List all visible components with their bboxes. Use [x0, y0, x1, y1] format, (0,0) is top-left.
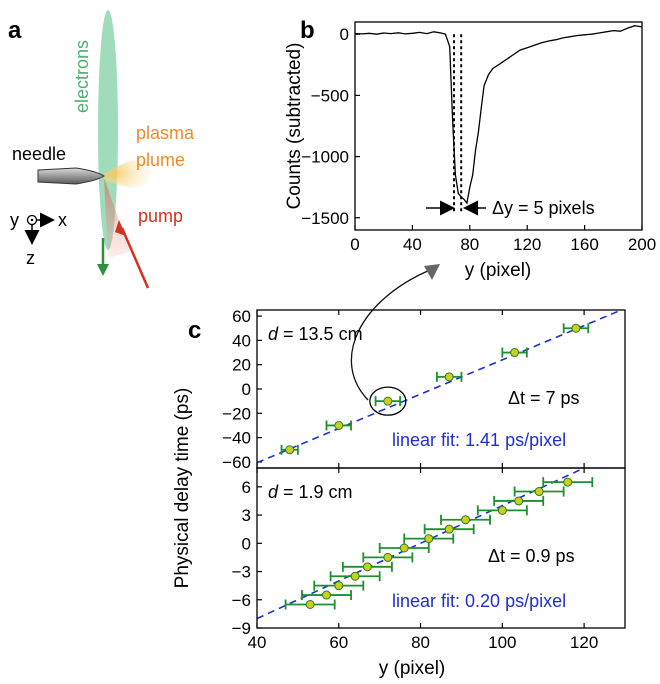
b-frame [354, 21, 643, 231]
electron-direction-head [97, 264, 109, 276]
c-bottom-fit-label: linear fit: 0.20 ps/pixel [392, 591, 566, 611]
c-bottom-data-point [399, 543, 409, 553]
c-bottom-d-label: d = 1.9 cm [268, 482, 353, 502]
c-bottom-dt-label: Δt = 0.9 ps [488, 546, 575, 566]
c-bottom-xtick-label: 40 [248, 633, 267, 652]
needle-shape [37, 167, 105, 185]
b-ytick-label: −1000 [301, 148, 349, 167]
c-bottom-ytick-label: −6 [232, 591, 251, 610]
c-bottom-ytick-label: 0 [242, 534, 251, 553]
c-bottom-data-point [305, 599, 315, 609]
c-top-data-point [571, 323, 581, 333]
b-ytick-label: 0 [340, 25, 349, 44]
c-top-d-label: d = 13.5 cm [268, 324, 363, 344]
c-top-data-point [334, 420, 344, 430]
c-top-plot [257, 310, 624, 464]
c-top-fit-line [257, 310, 624, 464]
c-bottom-data-point [424, 534, 434, 544]
c-bottom-ytick-label: −3 [232, 563, 251, 582]
c-top-ytick-label: −40 [222, 429, 251, 448]
c-bottom-fit-line [257, 468, 587, 620]
b-ylabel: Counts (subtracted) [284, 43, 305, 210]
c-top-fit-label: linear fit: 1.41 ps/pixel [392, 430, 566, 450]
b-xtick-label: 40 [403, 235, 422, 254]
b-ytick-label: −1500 [301, 209, 349, 228]
plasma-label: plasma [136, 123, 195, 143]
panel-c-letter: c [188, 317, 201, 344]
pump-arrow-line [120, 227, 150, 289]
c-top-ytick-label: −60 [222, 453, 251, 472]
c-bottom-data-point [383, 552, 393, 562]
c-bottom-data-point [322, 590, 332, 600]
c-bottom-xtick-label: 80 [411, 633, 430, 652]
pump-arrow-head [115, 220, 126, 236]
b-delta-label: Δy = 5 pixels [492, 198, 595, 218]
c-bottom-xtick-label: 120 [570, 633, 598, 652]
panel-b-letter: b [300, 17, 315, 44]
needle-label: needle [12, 144, 66, 164]
electron-beam [98, 10, 118, 250]
pump-label: pump [138, 206, 183, 226]
c-top-data-point [444, 372, 454, 382]
b-xtick-label: 0 [350, 235, 359, 254]
b-xtick-label: 200 [628, 235, 656, 254]
b-ticks: 0 40 80 120 160 200 0 −500 −1000 −1500 [301, 25, 656, 254]
c-bottom-ytick-label: 6 [242, 478, 251, 497]
c-bottom-data-point [444, 524, 454, 534]
c-ylabel: Physical delay time (ps) [172, 388, 193, 589]
c-top-data-point [285, 445, 295, 455]
pump-beam [104, 178, 130, 258]
plume-label: plume [136, 150, 185, 170]
b-plot [354, 25, 643, 214]
c-top-ytick-label: 40 [232, 331, 251, 350]
c-bottom-xtick-label: 100 [488, 633, 516, 652]
c-bottom-data-point [497, 505, 507, 515]
panel-b: b Counts (subtracted) y (pixel) 0 40 80 120… [284, 17, 656, 281]
plasma-plume-shape [104, 158, 150, 188]
b-series-line [354, 25, 643, 205]
c-bottom-xtick-label: 60 [329, 633, 348, 652]
panel-a: a electrons needle plasma plume pump y x… [8, 10, 195, 289]
c-top-ytick-label: 20 [232, 356, 251, 375]
coord-dot-icon [30, 218, 34, 222]
c-bottom-data-point [534, 487, 544, 497]
coord-x-label: x [58, 210, 67, 230]
c-top-dt-label: Δt = 7 ps [508, 388, 580, 408]
c-bottom-ticks: 40 60 80 100 120 6 3 0 −3 −6 −9 [232, 468, 598, 652]
b-xtick-label: 80 [460, 235, 479, 254]
panel-a-letter: a [8, 17, 22, 44]
c-bottom-data-point [563, 477, 573, 487]
c-bottom-data-point [334, 581, 344, 591]
zoom-connector-line [350, 269, 431, 401]
c-top-data-point [383, 396, 393, 406]
c-bottom-frame [256, 467, 626, 629]
zoom-connector-head [424, 264, 440, 280]
c-top-ytick-label: 0 [242, 380, 251, 399]
c-top-ytick-label: 60 [232, 307, 251, 326]
c-top-ytick-label: −20 [222, 404, 251, 423]
c-top-highlight-circle [369, 386, 407, 416]
c-bottom-plot [257, 468, 594, 620]
c-xlabel: y (pixel) [379, 658, 446, 679]
panel-c: c Physical delay time (ps) y (pixel) 604… [172, 307, 626, 679]
c-bottom-ytick-label: −9 [232, 619, 251, 638]
c-bottom-data-point [362, 562, 372, 572]
c-bottom-data-point [461, 515, 471, 525]
c-top-data-point [510, 348, 520, 358]
b-ytick-label: −500 [311, 86, 349, 105]
b-xlabel: y (pixel) [465, 260, 532, 281]
c-bottom-data-point [514, 496, 524, 506]
c-bottom-ytick-label: 3 [242, 506, 251, 525]
b-xtick-label: 160 [570, 235, 598, 254]
c-bottom-data-point [350, 571, 360, 581]
coord-out-of-plane-icon [26, 214, 38, 226]
electrons-label: electrons [72, 40, 92, 113]
coordinate-legend: y x z [10, 210, 67, 268]
b-xtick-label: 120 [513, 235, 541, 254]
coord-z-label: z [26, 248, 35, 268]
coord-y-label: y [10, 210, 19, 230]
c-top-ticks: 60 40 20 0 −20 −40 −60 [222, 307, 585, 472]
